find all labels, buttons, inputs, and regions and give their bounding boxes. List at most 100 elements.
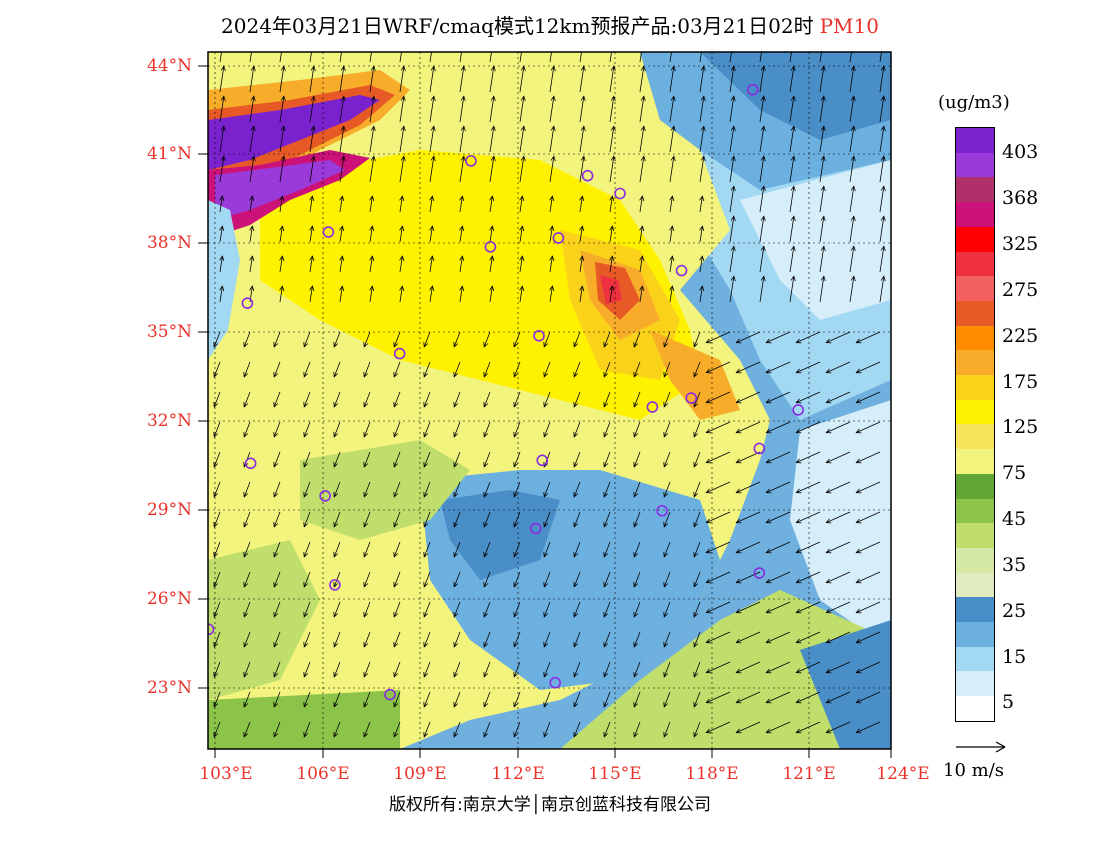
wind-arrow-icon (483, 391, 491, 408)
wind-arrow-icon (213, 451, 221, 468)
station-marker (614, 187, 626, 200)
wind-arrow-icon (765, 661, 791, 674)
wind-arrow-icon (273, 511, 281, 528)
colorbar-cell (956, 399, 994, 425)
colorbar-cell (956, 251, 994, 277)
wind-arrow-icon (609, 285, 615, 303)
wind-arrow-icon (699, 65, 706, 93)
wind-arrow-icon (603, 541, 611, 558)
wind-arrow-icon (399, 195, 405, 213)
south-china-sea-dark (800, 620, 891, 749)
lon-label-106: 106°E (296, 764, 350, 784)
wind-arrow-icon (795, 331, 821, 344)
wind-arrow-icon (453, 331, 461, 348)
wind-arrow-icon (303, 691, 311, 708)
wind-arrow-icon (273, 391, 281, 408)
wind-arrow-icon (705, 391, 731, 404)
wind-arrow-icon (303, 511, 311, 528)
station-marker (675, 264, 688, 277)
wind-arrow-icon (795, 661, 821, 674)
wind-arrow-icon (633, 541, 641, 558)
wind-arrow-icon (603, 421, 611, 438)
wind-arrow-icon (693, 601, 701, 618)
wind-arrow-icon (825, 601, 851, 614)
wind-arrow-icon (789, 185, 796, 213)
wind-arrow-icon (573, 391, 581, 408)
wind-arrow-icon (609, 255, 615, 273)
wind-arrow-icon (633, 571, 641, 588)
wind-arrow-icon (423, 721, 431, 738)
wind-arrow-icon (705, 451, 731, 464)
wind-arrow-icon (699, 125, 706, 153)
wind-reference-label: 10 m/s (943, 760, 1004, 781)
wind-arrow-icon (393, 691, 401, 708)
wind-arrow-icon (633, 421, 641, 438)
wind-arrow-icon (339, 65, 346, 93)
wind-arrow-icon (249, 125, 256, 153)
wind-arrow-icon (399, 65, 406, 93)
wind-arrow-icon (483, 361, 491, 378)
colorbar-cell (956, 128, 994, 153)
wind-arrow-icon (219, 285, 225, 303)
wind-arrow-icon (519, 225, 525, 243)
wind-arrow-icon (705, 661, 731, 674)
wind-arrow-icon (333, 361, 341, 378)
wind-arrow-icon (825, 331, 851, 344)
wind-arrow-icon (543, 691, 551, 708)
wind-arrow-icon (729, 215, 736, 243)
wind-arrow-icon (795, 601, 821, 614)
wind-arrow-icon (489, 95, 496, 123)
wind-arrow-icon (513, 451, 521, 468)
wind-arrow-icon (765, 391, 791, 404)
wind-arrow-icon (735, 421, 761, 434)
wind-arrow-icon (483, 421, 491, 438)
wind-arrow-icon (549, 95, 556, 123)
lon-label-121: 121°E (782, 764, 836, 784)
wind-arrow-icon (549, 65, 556, 93)
wind-arrow-icon (825, 421, 851, 434)
wind-arrow-icon (513, 391, 521, 408)
map-frame (207, 51, 892, 750)
wind-arrow-icon (633, 451, 641, 468)
axis-ticks (198, 65, 892, 758)
wind-arrow-icon (639, 155, 646, 183)
legend-label-45: 45 (1002, 508, 1027, 530)
wind-arrow-icon (483, 721, 491, 738)
wind-arrow-icon (429, 285, 435, 303)
colorbar-cell (956, 696, 994, 721)
wind-arrow-icon (543, 571, 551, 588)
wind-arrow-icon (693, 391, 701, 408)
wind-arrow-icon (855, 361, 881, 374)
wind-arrow-icon (459, 225, 465, 243)
wind-arrow-icon (693, 361, 701, 378)
wind-arrow-icon (309, 195, 315, 213)
wind-arrow-icon (819, 65, 826, 93)
wind-arrow-icon (309, 52, 312, 63)
wind-arrow-icon (573, 511, 581, 528)
wind-arrow-icon (243, 331, 251, 348)
wind-arrow-icon (519, 95, 526, 123)
wind-arrow-icon (249, 255, 255, 273)
wind-arrow-icon (519, 125, 526, 153)
wind-arrow-icon (603, 391, 611, 408)
wind-arrow-icon (363, 721, 371, 738)
wind-arrow-icon (519, 195, 525, 213)
wind-arrow-icon (453, 481, 461, 498)
colorbar-cell (956, 449, 994, 474)
wind-arrow-icon (459, 125, 466, 153)
wind-arrow-icon (243, 511, 251, 528)
wind-arrow-icon (693, 721, 701, 738)
wind-arrow-icon (273, 631, 281, 648)
wind-arrow-icon (825, 481, 851, 494)
wind-arrow-icon (393, 511, 401, 528)
wind-arrow-icon (279, 225, 285, 243)
wind-arrow-icon (795, 721, 821, 734)
wind-arrow-icon (705, 571, 731, 584)
wind-arrow-icon (339, 195, 345, 213)
wind-arrow-icon (609, 65, 616, 93)
title-text: 2024年03月21日WRF/cmaq模式12km预报产品:03月21日02时 (221, 14, 814, 38)
wind-arrow-icon (573, 721, 581, 738)
wind-arrow-icon (489, 225, 495, 243)
wind-arrow-icon (573, 661, 581, 678)
wind-arrow-icon (699, 285, 705, 303)
